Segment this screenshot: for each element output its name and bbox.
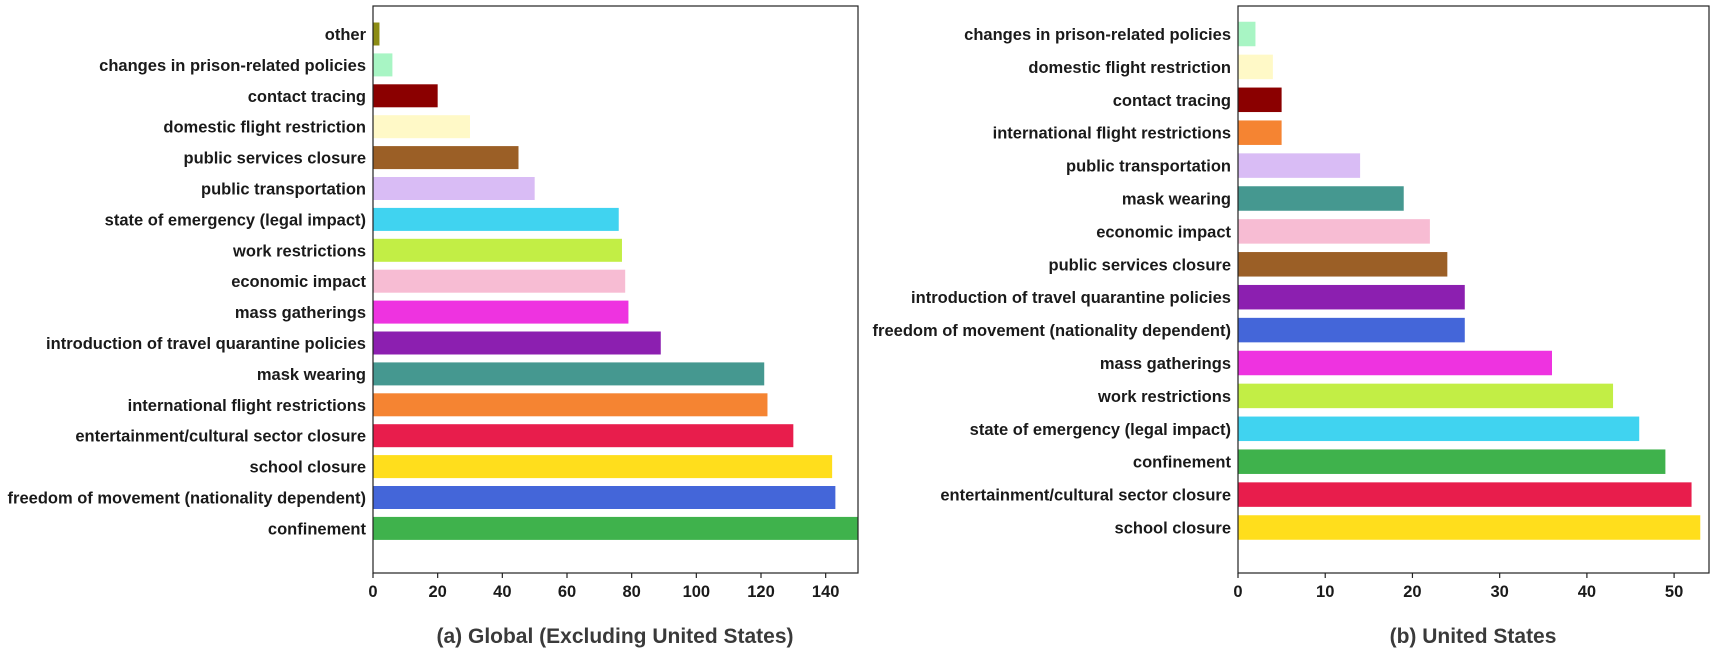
bar [373, 486, 836, 509]
category-label: contact tracing [248, 88, 366, 106]
bar [1238, 515, 1701, 540]
x-tick-label: 60 [558, 583, 576, 601]
x-tick-label: 40 [1578, 583, 1596, 601]
bar [373, 115, 470, 139]
bar [1238, 219, 1430, 244]
category-label: freedom of movement (nationality depende… [873, 322, 1231, 340]
bar [1238, 21, 1256, 47]
bar [1238, 350, 1552, 376]
x-tick-label: 50 [1665, 583, 1683, 601]
bar [373, 362, 765, 386]
category-label: confinement [1133, 454, 1232, 472]
category-label: work restrictions [232, 242, 366, 260]
x-tick-label: 10 [1316, 583, 1334, 601]
category-label: mass gatherings [1100, 355, 1231, 373]
category-label: school closure [1115, 520, 1231, 538]
bar [373, 331, 661, 355]
x-tick-label: 140 [812, 583, 840, 601]
bar [373, 146, 519, 170]
category-label: economic impact [1096, 223, 1231, 241]
bar [373, 393, 768, 417]
bars [1238, 21, 1701, 540]
panel-title: (b) United States [1390, 625, 1557, 648]
x-tick-label: 100 [683, 583, 711, 601]
bar [373, 516, 858, 540]
bar [1238, 153, 1361, 178]
category-label: contact tracing [1113, 92, 1231, 110]
category-label: economic impact [231, 273, 366, 291]
bar [373, 238, 622, 262]
category-label: entertainment/cultural sector closure [75, 428, 366, 446]
x-tick-label: 30 [1490, 583, 1508, 601]
category-label: school closure [250, 459, 366, 477]
category-label: mass gatherings [235, 304, 366, 322]
bar [1238, 449, 1666, 474]
bar [373, 424, 794, 448]
category-label: public services closure [183, 150, 366, 168]
category-label: public transportation [1066, 158, 1231, 176]
x-tick-label: 120 [747, 583, 775, 601]
bar [373, 300, 629, 324]
category-label: introduction of travel quarantine polici… [46, 335, 366, 353]
bar [1238, 54, 1273, 80]
category-label: state of emergency (legal impact) [970, 421, 1231, 439]
bar [1238, 284, 1465, 310]
category-label: international flight restrictions [993, 125, 1231, 143]
category-label: entertainment/cultural sector closure [940, 487, 1231, 505]
panel-title: (a) Global (Excluding United States) [436, 625, 793, 648]
bar [1238, 120, 1282, 145]
bar [373, 53, 393, 77]
bar [1238, 416, 1640, 442]
bar [1238, 317, 1465, 343]
bar [373, 269, 626, 293]
bar [1238, 252, 1448, 277]
category-label: mask wearing [1122, 191, 1231, 209]
bars [373, 22, 858, 540]
bar [1238, 482, 1692, 507]
x-tick-label: 80 [622, 583, 640, 601]
bar [1238, 186, 1404, 211]
x-tick-label: 40 [493, 583, 511, 601]
category-label: changes in prison-related policies [964, 26, 1231, 44]
bar [373, 455, 833, 479]
category-label: public transportation [201, 181, 366, 199]
category-label: work restrictions [1097, 388, 1231, 406]
category-label: confinement [268, 520, 367, 538]
category-label: other [325, 26, 367, 44]
category-label: domestic flight restriction [1028, 59, 1231, 77]
category-label: public services closure [1048, 256, 1231, 274]
panel-global: other changes in prison-related policies c… [8, 5, 859, 648]
bar [373, 22, 380, 46]
category-label: international flight restrictions [128, 397, 366, 415]
panel-united-states: changes in prison-related policies domest… [873, 5, 1710, 648]
axes-frame [372, 5, 859, 574]
x-tick-label: 0 [1233, 583, 1242, 601]
bar [1238, 87, 1282, 113]
category-label: changes in prison-related policies [99, 57, 366, 75]
bar [373, 207, 619, 231]
axes-frame [1237, 5, 1710, 574]
x-tick-label: 0 [368, 583, 377, 601]
category-label: introduction of travel quarantine polici… [911, 289, 1231, 307]
category-label: domestic flight restriction [163, 119, 366, 137]
category-label: freedom of movement (nationality depende… [8, 490, 366, 508]
bar [373, 177, 535, 200]
bar [373, 84, 438, 108]
x-tick-label: 20 [428, 583, 446, 601]
category-label: mask wearing [257, 366, 366, 384]
x-tick-label: 20 [1403, 583, 1421, 601]
bar [1238, 383, 1614, 409]
category-label: state of emergency (legal impact) [105, 211, 366, 229]
